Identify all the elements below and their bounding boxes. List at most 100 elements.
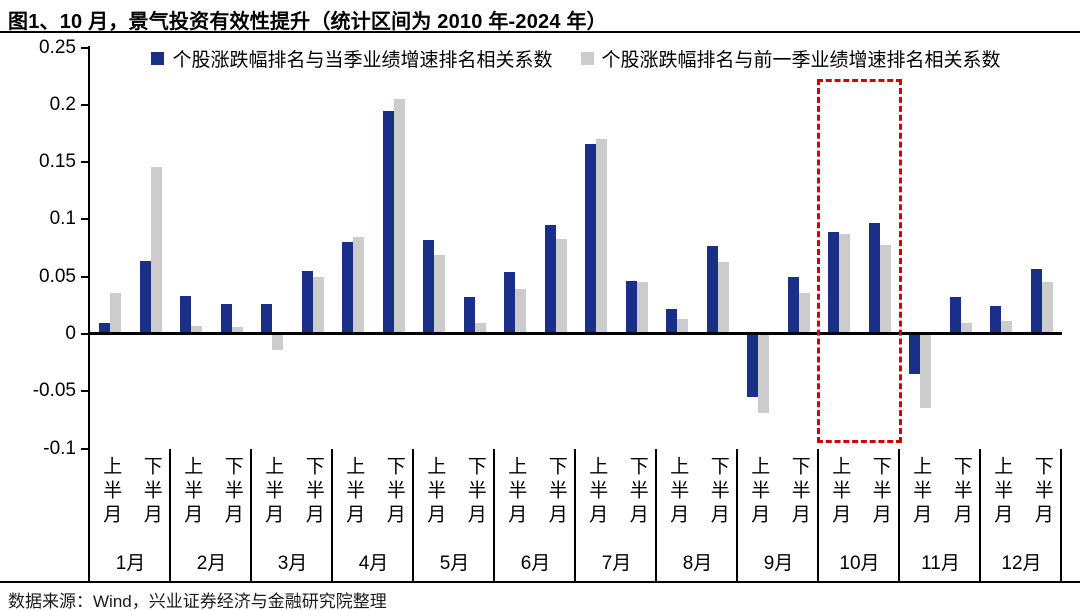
month-label: 3月 — [277, 553, 308, 574]
bar-previous-quarter-corr — [313, 277, 324, 334]
half-month-label: 下半月 — [545, 456, 567, 528]
half-month-labels: 上半月 下半月 — [90, 456, 171, 528]
bar-current-quarter-corr — [383, 111, 394, 334]
half-month-cell: 下半月 — [212, 456, 253, 528]
bar-previous-quarter-corr — [758, 334, 769, 413]
figure-title: 图1、10 月，景气投资有效性提升（统计区间为 2010 年-2024 年） — [8, 11, 607, 33]
bar-previous-quarter-corr — [110, 293, 121, 334]
half-month-labels: 上半月 下半月 — [495, 456, 576, 528]
half-month-labels: 上半月 下半月 — [738, 456, 819, 528]
half-month-cell: 下半月 — [779, 456, 820, 528]
half-month-cell: 上半月 — [576, 456, 617, 528]
bar-previous-quarter-corr — [718, 262, 729, 334]
bar-previous-quarter-corr — [961, 323, 972, 334]
half-month-cell: 下半月 — [293, 456, 334, 528]
half-month-labels: 上半月 下半月 — [171, 456, 252, 528]
month-label: 7月 — [601, 553, 632, 574]
half-month-label: 下半月 — [707, 456, 729, 528]
month-label: 5月 — [439, 553, 470, 574]
bar-current-quarter-corr — [342, 242, 353, 334]
month-separator-line — [655, 449, 657, 581]
half-month-label: 上半月 — [667, 456, 689, 528]
legend-label-previous-quarter: 个股涨跌幅排名与前一季业绩增速排名相关系数 — [601, 49, 1001, 71]
half-month-cell: 上半月 — [738, 456, 779, 528]
month-group: 上半月 下半月 1月 — [90, 449, 171, 581]
half-month-cell: 下半月 — [455, 456, 496, 528]
half-month-label: 上半月 — [424, 456, 446, 528]
half-month-cell: 上半月 — [171, 456, 212, 528]
legend-swatch-current-quarter-icon — [151, 51, 165, 65]
month-group: 上半月 下半月 4月 — [333, 449, 414, 581]
half-month-labels: 上半月 下半月 — [981, 456, 1062, 528]
half-month-labels: 上半月 下半月 — [414, 456, 495, 528]
month-group: 上半月 下半月 6月 — [495, 449, 576, 581]
half-month-cell: 上半月 — [657, 456, 698, 528]
bar-current-quarter-corr — [788, 277, 799, 334]
half-month-cell: 下半月 — [374, 456, 415, 528]
bar-current-quarter-corr — [99, 323, 110, 334]
half-month-cell: 上半月 — [333, 456, 374, 528]
half-month-label: 下半月 — [221, 456, 243, 528]
month-label: 1月 — [115, 553, 146, 574]
half-month-label: 上半月 — [100, 456, 122, 528]
y-axis-tick-label: 0.2 — [49, 93, 76, 115]
bar-current-quarter-corr — [140, 261, 151, 334]
half-month-cell: 下半月 — [536, 456, 577, 528]
month-group: 上半月 下半月 12月 — [981, 449, 1062, 581]
bar-current-quarter-corr — [504, 272, 515, 334]
month-label: 9月 — [763, 553, 794, 574]
half-month-label: 下半月 — [464, 456, 486, 528]
half-month-cell: 上半月 — [819, 456, 860, 528]
bar-current-quarter-corr — [950, 297, 961, 334]
half-month-label: 下半月 — [140, 456, 162, 528]
month-group: 上半月 下半月 9月 — [738, 449, 819, 581]
bar-current-quarter-corr — [423, 240, 434, 334]
half-month-labels: 上半月 下半月 — [900, 456, 981, 528]
bar-current-quarter-corr — [666, 309, 677, 334]
y-axis-tick-mark — [81, 447, 89, 450]
y-axis-tick-mark — [81, 275, 89, 278]
half-month-cell: 上半月 — [981, 456, 1022, 528]
month-separator-line — [574, 449, 576, 581]
month-label: 11月 — [921, 553, 960, 574]
bar-current-quarter-corr — [302, 271, 313, 334]
bar-current-quarter-corr — [261, 304, 272, 334]
bar-previous-quarter-corr — [880, 245, 891, 334]
bar-current-quarter-corr — [180, 296, 191, 334]
month-group: 上半月 下半月 2月 — [171, 449, 252, 581]
half-month-label: 下半月 — [788, 456, 810, 528]
bar-previous-quarter-corr — [677, 319, 688, 334]
half-month-label: 上半月 — [586, 456, 608, 528]
bar-current-quarter-corr — [585, 144, 596, 334]
month-group: 上半月 下半月 11月 — [900, 449, 981, 581]
bar-current-quarter-corr — [909, 334, 920, 374]
bar-previous-quarter-corr — [232, 327, 243, 334]
half-month-label: 下半月 — [383, 456, 405, 528]
bar-previous-quarter-corr — [515, 289, 526, 334]
y-axis-tick-label: 0.25 — [39, 36, 76, 58]
half-month-label: 下半月 — [869, 456, 891, 528]
half-month-label: 上半月 — [262, 456, 284, 528]
half-month-label: 下半月 — [302, 456, 324, 528]
month-label: 10月 — [839, 553, 880, 574]
half-month-label: 上半月 — [829, 456, 851, 528]
bar-current-quarter-corr — [221, 304, 232, 334]
month-label: 4月 — [358, 553, 389, 574]
half-month-label: 下半月 — [1031, 456, 1053, 528]
half-month-label: 上半月 — [748, 456, 770, 528]
legend-item-previous-quarter: 个股涨跌幅排名与前一季业绩增速排名相关系数 — [580, 45, 1001, 72]
half-month-cell: 下半月 — [131, 456, 172, 528]
bar-current-quarter-corr — [545, 225, 556, 334]
bar-previous-quarter-corr — [191, 326, 202, 334]
legend-label-current-quarter: 个股涨跌幅排名与当季业绩增速排名相关系数 — [172, 49, 553, 71]
half-month-label: 上半月 — [343, 456, 365, 528]
y-axis-line — [88, 46, 90, 581]
bar-current-quarter-corr — [990, 306, 1001, 334]
bar-current-quarter-corr — [869, 223, 880, 334]
y-axis-tick-label: 0 — [65, 323, 76, 344]
month-group: 上半月 下半月 10月 — [819, 449, 900, 581]
bar-previous-quarter-corr — [637, 282, 648, 334]
month-label: 8月 — [682, 553, 713, 574]
